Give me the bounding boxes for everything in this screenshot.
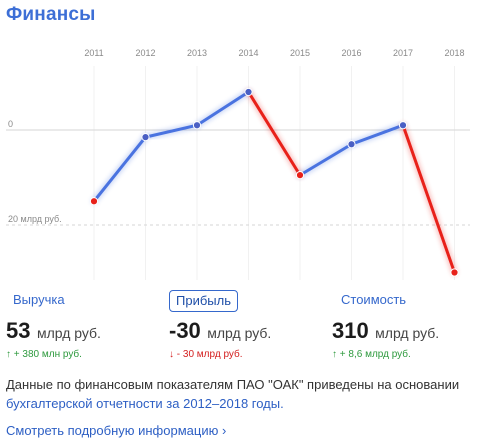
profit-metric: -30 млрд руб. [169,318,271,344]
data-point[interactable] [295,171,305,180]
value-delta: ↑ + 8,6 млрд руб. [332,349,411,360]
data-point[interactable] [244,87,253,97]
line-segment [195,90,250,127]
source-note-text: Данные по финансовым показателям ПАО "ОА… [6,377,460,392]
x-tick-label: 2018 [444,48,464,58]
tab-revenue[interactable]: Выручка [13,292,65,307]
line-segment [144,123,199,139]
revenue-metric: 53 млрд руб. [6,318,101,344]
data-point[interactable] [347,140,356,149]
x-tick-label: 2012 [135,48,155,58]
tab-profit[interactable]: Прибыль [169,290,238,312]
data-point[interactable] [89,197,99,206]
line-segment [350,123,405,146]
x-tick-label: 2017 [393,48,413,58]
profit-value: -30 [169,318,201,343]
line-segment [247,90,302,177]
source-link[interactable]: бухгалтерской отчетности за 2012–2018 го… [6,396,284,411]
profit-line-chart: 2011 2012 2013 2014 2015 2016 2017 2018 0 20 млрд… [6,48,470,280]
value-unit: млрд руб. [375,325,440,341]
x-tick-label: 2011 [84,48,103,58]
x-tick-label: 2016 [341,48,361,58]
data-point[interactable] [141,133,150,142]
y-tick-label: 0 [8,119,13,129]
data-point[interactable] [450,268,459,277]
x-tick-label: 2014 [238,48,258,58]
revenue-value: 53 [6,318,31,343]
data-point[interactable] [398,121,408,130]
x-tick-label: 2015 [290,48,310,58]
value-metric: 310 млрд руб. [332,318,439,344]
y-tick-label: 20 млрд руб. [8,214,62,224]
line-segment [401,123,456,274]
x-tick-label: 2013 [187,48,207,58]
profit-delta: ↓ - 30 млрд руб. [169,349,243,360]
data-point[interactable] [192,121,202,130]
more-info-link[interactable]: Смотреть подробную информацию › [6,423,227,438]
tab-value[interactable]: Стоимость [341,292,407,307]
value-value: 310 [332,318,369,343]
source-note: Данные по финансовым показателям ПАО "ОА… [6,375,472,413]
revenue-delta: ↑ + 380 млн руб. [6,349,82,360]
revenue-unit: млрд руб. [36,325,101,341]
line-segment [92,135,147,203]
profit-unit: млрд руб. [207,325,272,341]
page-title: Финансы [6,4,96,25]
line-segment [298,142,353,177]
